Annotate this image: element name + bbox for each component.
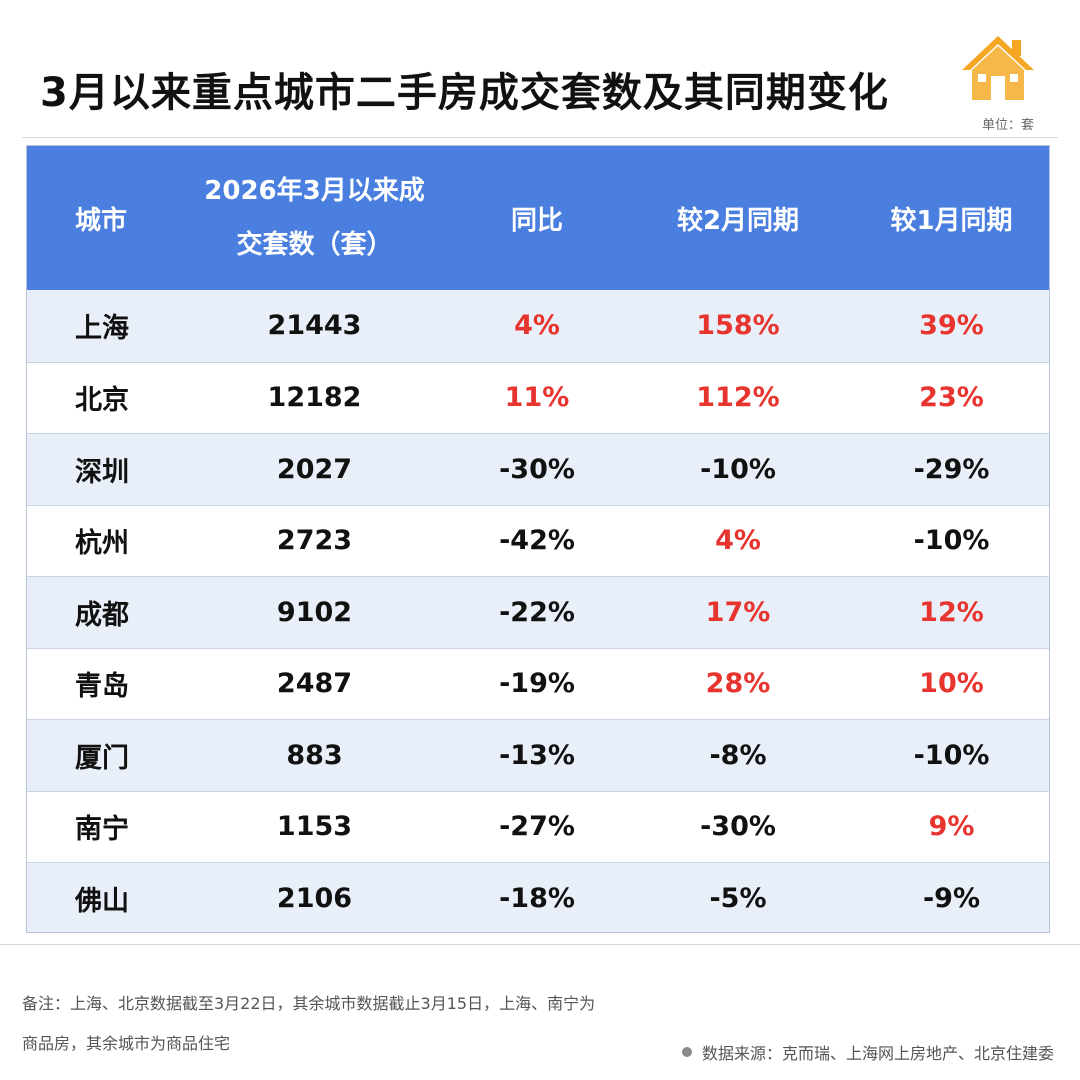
cell-yoy: -27% bbox=[499, 811, 575, 843]
cell-yoy: -42% bbox=[499, 525, 575, 557]
cell-yoy: -13% bbox=[499, 739, 575, 771]
table-row: 北京 12182 11% 112% 23% bbox=[27, 361, 1049, 434]
table-row: 南宁 1153 -27% -30% 9% bbox=[27, 790, 1049, 863]
cell-vs-jan: 23% bbox=[919, 382, 984, 414]
cell-vs-feb: 28% bbox=[705, 668, 771, 700]
cell-vs-feb: -10% bbox=[700, 453, 776, 485]
cell-yoy: 4% bbox=[514, 310, 560, 342]
cell-volume: 2106 bbox=[276, 882, 353, 914]
cell-yoy: -22% bbox=[499, 596, 575, 628]
cell-vs-jan: 39% bbox=[919, 310, 984, 342]
table-header: 城市 2026年3月以来成 交套数（套） 同比 较2月同期 较1月同期 bbox=[27, 146, 1049, 290]
header-volume-line1: 2026年3月以来成 bbox=[204, 176, 425, 206]
cell-yoy: -18% bbox=[499, 882, 575, 914]
header-city: 城市 bbox=[75, 205, 128, 236]
bullet-dot-icon bbox=[681, 1047, 692, 1057]
cell-city: 深圳 bbox=[75, 456, 129, 488]
cell-city: 南宁 bbox=[75, 814, 129, 846]
cell-vs-jan: -10% bbox=[913, 739, 990, 771]
footnote-line1: 备注：上海、北京数据截至3月22日，其余城市数据截止3月15日，上海、南宁为 bbox=[22, 994, 596, 1013]
header-volume: 2026年3月以来成 交套数（套） bbox=[177, 164, 452, 272]
header-vs-feb: 较2月同期 bbox=[676, 205, 800, 236]
table-row: 青岛 2487 -19% 28% 10% bbox=[27, 647, 1049, 720]
table-row: 杭州 2723 -42% 4% -10% bbox=[27, 504, 1049, 577]
data-table: 城市 2026年3月以来成 交套数（套） 同比 较2月同期 较1月同期 上海 21… bbox=[26, 145, 1050, 933]
cell-city: 厦门 bbox=[75, 742, 129, 774]
cell-yoy: -30% bbox=[499, 453, 575, 485]
cell-volume: 9102 bbox=[276, 596, 353, 628]
footnote: 备注：上海、北京数据截至3月22日，其余城市数据截止3月15日，上海、南宁为 商… bbox=[22, 984, 762, 1064]
top-divider bbox=[22, 137, 1058, 138]
page-title: 3月以来重点城市二手房成交套数及其同期变化 bbox=[40, 70, 889, 116]
cell-volume: 2487 bbox=[276, 668, 353, 700]
cell-volume: 2723 bbox=[276, 525, 353, 557]
cell-city: 杭州 bbox=[75, 528, 129, 560]
cell-yoy: 11% bbox=[504, 382, 570, 414]
cell-vs-feb: -8% bbox=[709, 739, 767, 771]
cell-city: 佛山 bbox=[75, 885, 129, 917]
unit-label: 单位：套 bbox=[981, 118, 1034, 133]
table-body: 上海 21443 4% 158% 39% 北京 12182 11% 112% 23% 深圳 2027 -… bbox=[27, 290, 1049, 932]
cell-vs-feb: -30% bbox=[700, 811, 776, 843]
cell-vs-jan: -10% bbox=[913, 525, 990, 557]
table-row: 上海 21443 4% 158% 39% bbox=[27, 290, 1049, 362]
header-vs-jan: 较1月同期 bbox=[890, 205, 1013, 236]
cell-vs-feb: 17% bbox=[705, 596, 771, 628]
cell-vs-jan: 10% bbox=[919, 668, 984, 700]
cell-city: 成都 bbox=[75, 599, 129, 631]
cell-vs-jan: -9% bbox=[922, 882, 981, 914]
cell-vs-jan: 9% bbox=[928, 811, 975, 843]
table-row: 厦门 883 -13% -8% -10% bbox=[27, 719, 1049, 791]
cell-vs-feb: -5% bbox=[709, 882, 767, 914]
cell-vs-jan: 12% bbox=[919, 596, 984, 628]
cell-vs-feb: 158% bbox=[696, 310, 780, 342]
cell-yoy: -19% bbox=[499, 668, 575, 700]
cell-volume: 883 bbox=[286, 739, 343, 771]
cell-city: 上海 bbox=[75, 313, 129, 345]
cell-vs-jan: -29% bbox=[913, 453, 990, 485]
cell-volume: 1153 bbox=[276, 811, 353, 843]
cell-city: 青岛 bbox=[75, 671, 129, 703]
data-source-text: 数据来源：克而瑞、上海网上房地产、北京住建委 bbox=[701, 1044, 1054, 1063]
house-icon bbox=[962, 36, 1034, 100]
header-volume-line2: 交套数（套） bbox=[236, 230, 393, 260]
table-row: 深圳 2027 -30% -10% -29% bbox=[27, 433, 1049, 505]
cell-vs-feb: 4% bbox=[715, 525, 761, 557]
table-row: 成都 9102 -22% 17% 12% bbox=[27, 576, 1049, 648]
cell-volume: 21443 bbox=[267, 310, 362, 342]
bottom-divider bbox=[0, 944, 1080, 945]
cell-vs-feb: 112% bbox=[696, 382, 780, 414]
cell-volume: 2027 bbox=[276, 453, 353, 485]
data-source: 数据来源：克而瑞、上海网上房地产、北京住建委 bbox=[681, 1040, 1054, 1064]
cell-volume: 12182 bbox=[267, 382, 362, 414]
header-yoy: 同比 bbox=[510, 205, 563, 236]
cell-city: 北京 bbox=[75, 385, 129, 417]
footnote-line2: 商品房，其余城市为商品住宅 bbox=[22, 1034, 231, 1053]
table-row: 佛山 2106 -18% -5% -9% bbox=[27, 862, 1049, 932]
